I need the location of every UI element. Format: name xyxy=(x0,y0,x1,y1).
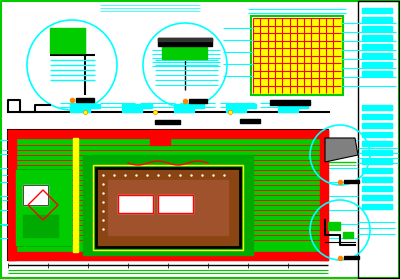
Bar xyxy=(73,138,78,252)
Bar xyxy=(362,26,392,31)
Bar xyxy=(122,104,152,108)
Bar xyxy=(278,104,308,108)
Bar xyxy=(328,222,340,230)
Bar xyxy=(362,150,392,155)
Bar xyxy=(343,232,353,238)
Bar xyxy=(162,47,207,59)
Bar xyxy=(150,130,170,145)
Bar xyxy=(362,114,392,119)
Bar xyxy=(362,8,392,13)
Bar xyxy=(362,132,392,137)
Bar xyxy=(8,130,328,138)
Bar xyxy=(83,155,253,255)
Bar xyxy=(253,18,341,93)
Bar xyxy=(270,100,310,105)
Bar xyxy=(174,104,204,108)
Bar xyxy=(70,104,100,108)
Bar xyxy=(158,195,193,213)
Bar xyxy=(16,170,71,245)
Bar xyxy=(8,130,328,260)
Polygon shape xyxy=(325,138,358,162)
Bar xyxy=(362,123,392,128)
Bar xyxy=(23,185,48,205)
Bar xyxy=(362,53,392,58)
Bar xyxy=(362,168,392,173)
Bar xyxy=(226,109,246,112)
Bar xyxy=(362,62,392,67)
Bar xyxy=(50,28,85,53)
Bar xyxy=(76,98,94,102)
Bar xyxy=(96,168,240,247)
Bar xyxy=(158,38,212,46)
Bar xyxy=(320,130,328,260)
Bar xyxy=(118,195,153,213)
Bar xyxy=(108,180,228,235)
Bar xyxy=(362,105,392,110)
Bar xyxy=(8,130,16,260)
Bar xyxy=(155,120,180,124)
Bar xyxy=(362,159,392,164)
Bar xyxy=(174,109,194,112)
Bar xyxy=(362,204,392,209)
Bar xyxy=(362,17,392,22)
Bar xyxy=(16,170,71,245)
Bar xyxy=(358,1,399,278)
Bar xyxy=(23,215,58,237)
Bar xyxy=(23,185,48,205)
Bar xyxy=(158,195,193,213)
Bar xyxy=(278,109,298,112)
Bar xyxy=(158,38,212,41)
Bar xyxy=(362,186,392,191)
Bar xyxy=(362,44,392,49)
Bar xyxy=(98,170,238,245)
Bar xyxy=(344,256,359,259)
Bar xyxy=(8,252,328,260)
Bar xyxy=(226,104,256,108)
Bar xyxy=(362,35,392,40)
Bar xyxy=(122,109,142,112)
Bar xyxy=(189,99,207,103)
Bar xyxy=(93,165,243,250)
Bar xyxy=(251,16,343,95)
Bar xyxy=(362,71,392,76)
Bar xyxy=(344,180,359,183)
Bar xyxy=(118,195,153,213)
Bar xyxy=(70,109,90,112)
Bar xyxy=(362,195,392,200)
Bar xyxy=(362,177,392,182)
Bar xyxy=(362,141,392,146)
Bar xyxy=(240,119,260,123)
Bar xyxy=(16,138,320,252)
